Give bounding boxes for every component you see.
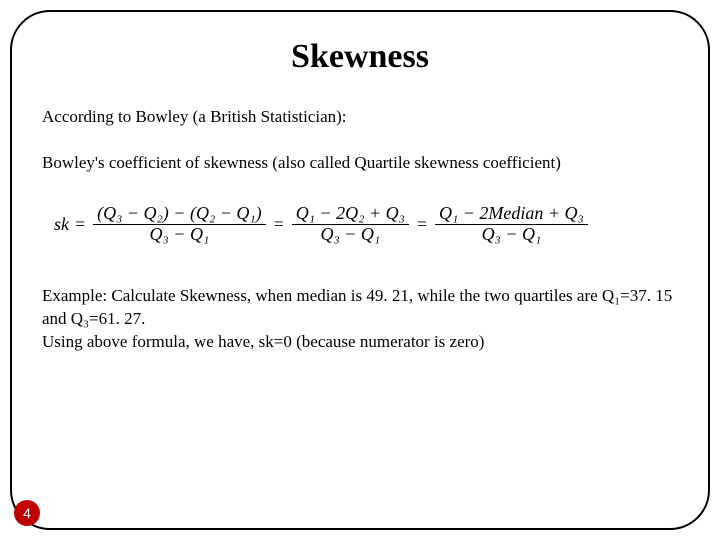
slide-title: Skewness bbox=[42, 38, 678, 76]
fraction-1: (Q₃ − Q₂) − (Q₂ − Q₁) Q₃ − Q₁ bbox=[93, 204, 265, 245]
equals-sign: = bbox=[75, 214, 85, 235]
page-number-badge: 4 bbox=[14, 500, 40, 526]
fraction-3: Q₁ − 2Median + Q₃ Q₃ − Q₁ bbox=[435, 204, 588, 245]
intro-text: According to Bowley (a British Statistic… bbox=[42, 106, 678, 128]
example-line-1: Example: Calculate Skewness, when median… bbox=[42, 285, 678, 331]
page-number: 4 bbox=[23, 505, 31, 521]
definition-text: Bowley's coefficient of skewness (also c… bbox=[42, 152, 678, 174]
equals-sign: = bbox=[274, 214, 284, 235]
example-block: Example: Calculate Skewness, when median… bbox=[42, 285, 678, 354]
frac2-numerator: Q₁ − 2Q₂ + Q₃ bbox=[292, 204, 409, 225]
example-line-2: Using above formula, we have, sk=0 (beca… bbox=[42, 331, 678, 354]
slide-frame: Skewness According to Bowley (a British … bbox=[10, 10, 710, 530]
fraction-2: Q₁ − 2Q₂ + Q₃ Q₃ − Q₁ bbox=[292, 204, 409, 245]
formula-lhs: sk bbox=[54, 214, 69, 235]
frac1-numerator: (Q₃ − Q₂) − (Q₂ − Q₁) bbox=[93, 204, 265, 225]
formula: sk = (Q₃ − Q₂) − (Q₂ − Q₁) Q₃ − Q₁ = Q₁ … bbox=[54, 204, 678, 245]
frac2-denominator: Q₃ − Q₁ bbox=[316, 225, 384, 245]
equals-sign: = bbox=[417, 214, 427, 235]
frac3-numerator: Q₁ − 2Median + Q₃ bbox=[435, 204, 588, 225]
frac1-denominator: Q₃ − Q₁ bbox=[146, 225, 214, 245]
frac3-denominator: Q₃ − Q₁ bbox=[478, 225, 546, 245]
